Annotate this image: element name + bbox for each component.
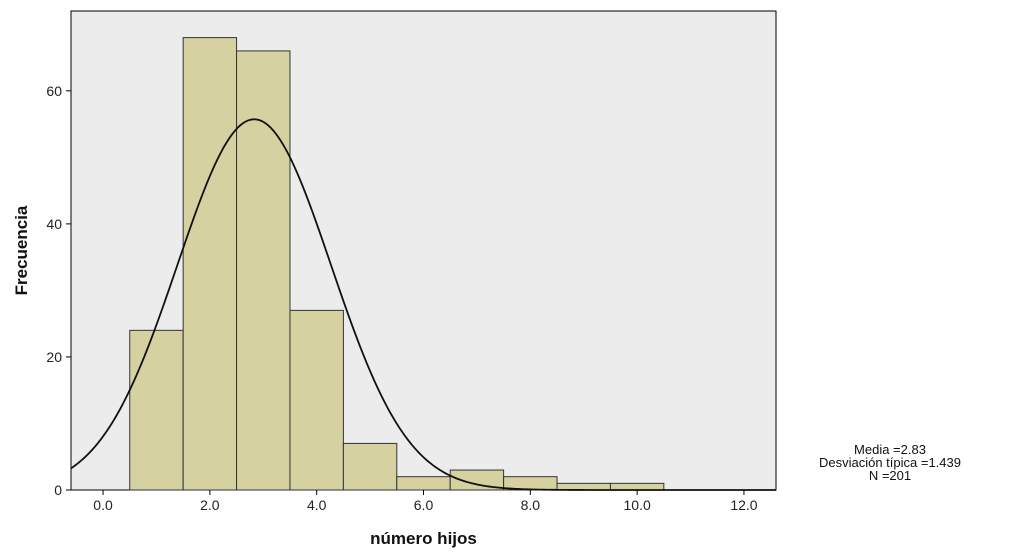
histogram-bar-2 [182,37,238,491]
x-tick-label: 12.0 [730,497,757,513]
n-stat: N =201 [868,468,912,483]
sd-stat: Desviación típica =1.439 [818,455,961,470]
x-tick-label: 6.0 [414,497,434,513]
statistics-box: Media =2.83 Desviación típica =1.439 N =… [770,443,1010,482]
x-tick-label: 8.0 [521,497,541,513]
histogram-bar-1 [129,329,184,491]
histogram-bar-10 [609,482,665,491]
x-tick-label: 0.0 [93,497,113,513]
histogram-bar-5 [342,442,398,491]
histogram-bar-6 [396,476,451,491]
x-axis-title: número hijos [370,529,477,548]
y-tick-label: 20 [46,349,62,365]
y-tick-label: 0 [54,482,62,498]
mean-stat: Media =2.83 [854,442,926,457]
x-tick-label: 10.0 [624,497,651,513]
y-tick-label: 60 [46,83,62,99]
y-axis-title: Frecuencia [12,205,31,295]
x-tick-label: 2.0 [200,497,220,513]
y-axis-ticks: 0 20 40 60 [46,83,71,498]
x-tick-label: 4.0 [307,497,327,513]
normal-curve [70,118,776,491]
histogram-bar-4 [289,309,344,491]
x-axis-ticks: 0.0 2.0 4.0 6.0 8.0 10.0 12.0 [93,490,758,513]
y-tick-label: 40 [46,216,62,232]
histogram-bar-3 [236,50,291,491]
histogram-bars [129,37,665,491]
